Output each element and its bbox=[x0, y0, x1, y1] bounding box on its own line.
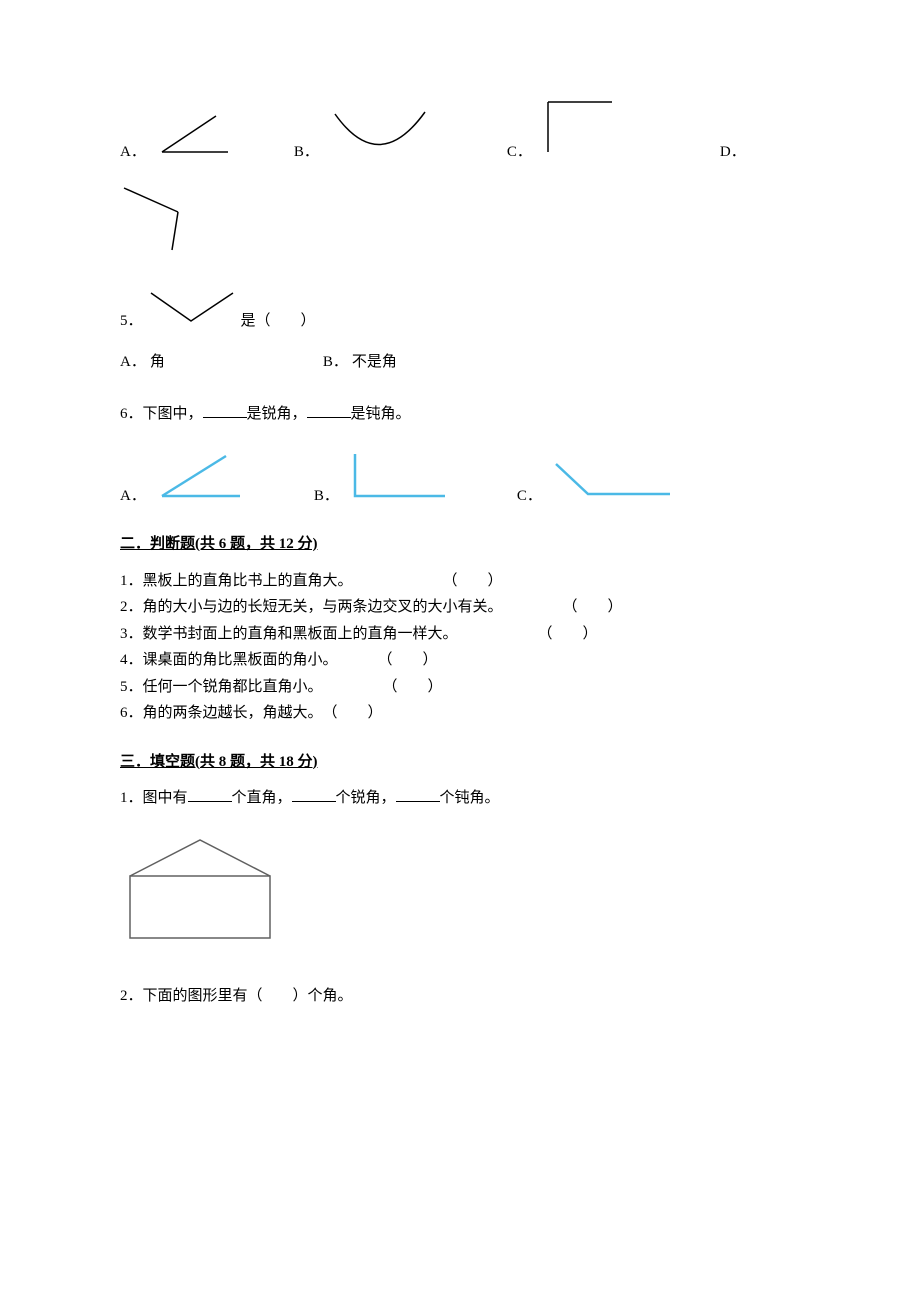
q6-opt-a-shape bbox=[156, 450, 246, 508]
q6-opt-b-label: B． bbox=[314, 485, 339, 508]
q4-options-row2 bbox=[120, 182, 800, 260]
blank bbox=[203, 403, 247, 418]
s3-q1-c: 个锐角， bbox=[336, 790, 396, 806]
tf-item: 4．课桌面的角比黑板面的角小。 （ ） bbox=[120, 649, 800, 672]
q4-option-c-label: C． bbox=[507, 141, 532, 164]
paren-blank: （ ） bbox=[323, 702, 383, 725]
tf-text: 3．数学书封面上的直角和黑板面上的直角一样大。 bbox=[120, 623, 458, 646]
q6-text-1: 6．下图中， bbox=[120, 406, 203, 422]
tf-item: 6．角的两条边越长，角越大。（ ） bbox=[120, 702, 800, 725]
q5-options: A． 角 B． 不是角 bbox=[120, 351, 800, 374]
tf-item: 5．任何一个锐角都比直角小。 （ ） bbox=[120, 676, 800, 699]
q6-opt-a-label: A． bbox=[120, 485, 146, 508]
q6-opt-c-label: C． bbox=[517, 485, 542, 508]
q4-opt-b-shape bbox=[329, 106, 429, 164]
tf-text: 2．角的大小与边的长短无关，与两条边交叉的大小有关。 bbox=[120, 596, 503, 619]
blank bbox=[307, 403, 351, 418]
tf-text: 5．任何一个锐角都比直角小。 bbox=[120, 676, 323, 699]
q5-opt-a-text: 角 bbox=[150, 351, 165, 374]
q5-suffix: 是（ ） bbox=[241, 310, 316, 333]
blank bbox=[396, 787, 440, 802]
paren-blank: （ ） bbox=[383, 676, 443, 699]
q5-shape bbox=[147, 289, 237, 333]
blank bbox=[188, 787, 232, 802]
tf-list: 1．黑板上的直角比书上的直角大。（ ）2．角的大小与边的长短无关，与两条边交叉的… bbox=[120, 570, 800, 725]
section3-title: 三．填空题(共 8 题，共 18 分) bbox=[120, 751, 800, 774]
paren-blank: （ ） bbox=[538, 623, 598, 646]
q5-opt-b-label: B． bbox=[323, 351, 348, 374]
q5-opt-a-label: A． bbox=[120, 351, 146, 374]
q6-text-3: 是钝角。 bbox=[351, 406, 411, 422]
s3-q1-d: 个钝角。 bbox=[440, 790, 500, 806]
q6-options: A． B． C． bbox=[120, 450, 800, 508]
house-figure bbox=[120, 834, 800, 952]
q6-opt-c-shape bbox=[552, 460, 672, 508]
tf-text: 1．黑板上的直角比书上的直角大。 bbox=[120, 570, 353, 593]
section2-title: 二．判断题(共 6 题，共 12 分) bbox=[120, 533, 800, 556]
s3-q1-b: 个直角， bbox=[232, 790, 292, 806]
tf-item: 1．黑板上的直角比书上的直角大。 （ ） bbox=[120, 570, 800, 593]
paren-blank: （ ） bbox=[378, 649, 438, 672]
tf-item: 3．数学书封面上的直角和黑板面上的直角一样大。 （ ） bbox=[120, 623, 800, 646]
q5-opt-b-text: 不是角 bbox=[352, 351, 397, 374]
s3-q2: 2．下面的图形里有（ ）个角。 bbox=[120, 985, 800, 1008]
page: A． B． C． D． 5． 是（ ） A． 角 B． bbox=[0, 0, 920, 1302]
q6-opt-b-shape bbox=[349, 450, 449, 508]
blank bbox=[292, 787, 336, 802]
q4-opt-c-shape bbox=[542, 100, 622, 164]
tf-item: 2．角的大小与边的长短无关，与两条边交叉的大小有关。 （ ） bbox=[120, 596, 800, 619]
q4-options-row1: A． B． C． D． bbox=[120, 100, 800, 164]
q4-option-a-label: A． bbox=[120, 141, 146, 164]
tf-text: 6．角的两条边越长，角越大。 bbox=[120, 702, 323, 725]
q4-opt-d-shape bbox=[120, 182, 200, 260]
paren-blank: （ ） bbox=[563, 596, 623, 619]
s3-q1: 1．图中有 个直角， 个锐角， 个钝角。 bbox=[120, 787, 800, 810]
q4-option-d-label: D． bbox=[720, 141, 746, 164]
q6-text-2: 是锐角， bbox=[247, 406, 307, 422]
q4-option-b-label: B． bbox=[294, 141, 319, 164]
paren-blank: （ ） bbox=[443, 570, 503, 593]
q5-prefix: 5． bbox=[120, 310, 143, 333]
q5-stem: 5． 是（ ） bbox=[120, 289, 800, 333]
q4-opt-a-shape bbox=[156, 110, 236, 164]
q6-stem: 6．下图中， 是锐角， 是钝角。 bbox=[120, 403, 800, 426]
s3-q1-a: 1．图中有 bbox=[120, 790, 188, 806]
tf-text: 4．课桌面的角比黑板面的角小。 bbox=[120, 649, 338, 672]
